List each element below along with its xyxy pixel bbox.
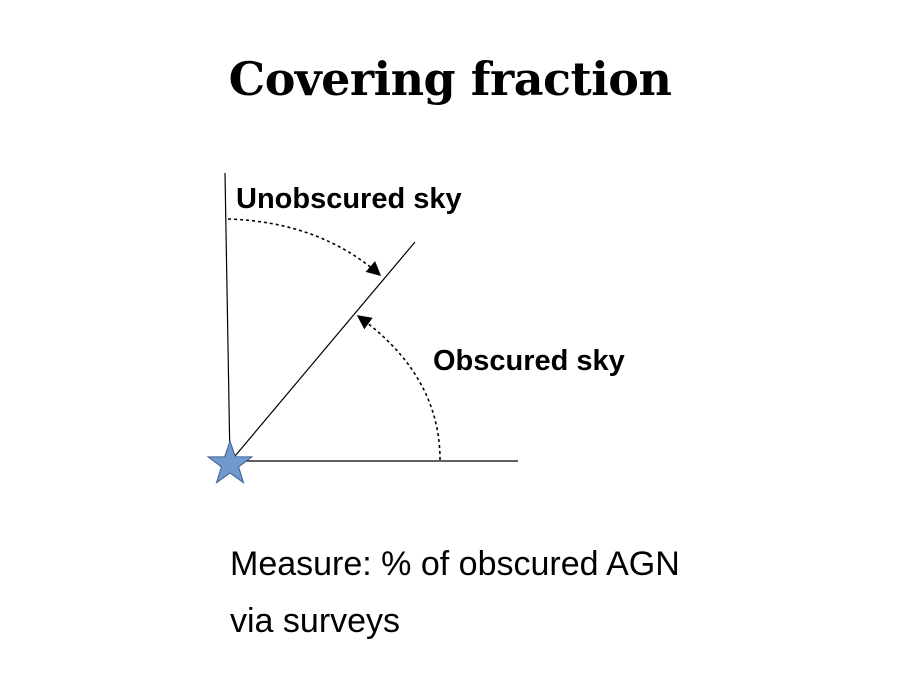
star-icon (206, 439, 254, 484)
obscured-sky-label: Obscured sky (433, 345, 625, 377)
diagonal-boundary-line (229, 241, 416, 463)
unobscured-arc-arrow (227, 218, 382, 276)
slide-title: Covering fraction (228, 52, 672, 106)
unobscured-sky-label: Unobscured sky (236, 183, 462, 215)
vertical-axis-line (224, 172, 231, 463)
body-text-line-1: Measure: % of obscured AGN (230, 545, 680, 583)
obscured-arc-arrow (356, 315, 441, 461)
body-text-line-2: via surveys (230, 602, 401, 640)
